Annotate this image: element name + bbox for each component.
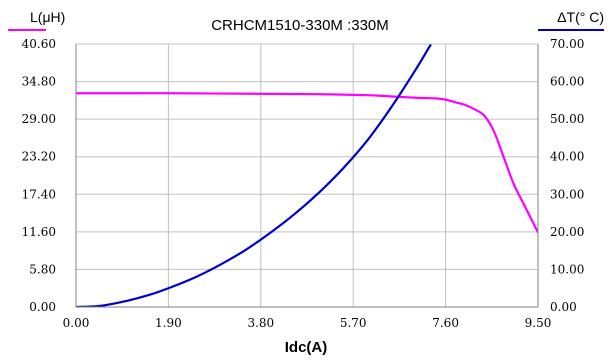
series	[76, 44, 538, 307]
y-right-tick-label: 50.00	[550, 112, 584, 126]
x-tick-label: 7.60	[432, 316, 459, 330]
y-right-tick-label: 30.00	[550, 187, 584, 201]
x-tick-label: 1.90	[155, 316, 182, 330]
y-right-tick-label: 0.00	[550, 300, 577, 314]
x-tick-label: 3.80	[247, 316, 274, 330]
y-right-tick-label: 70.00	[550, 37, 584, 51]
y-left-tick-label: 29.00	[22, 112, 56, 126]
x-tick-label: 0.00	[63, 316, 90, 330]
y-left-tick-label: 0.00	[29, 300, 56, 314]
y-left-axis-label: L(μH)	[30, 9, 65, 25]
y-right-tick-label: 10.00	[550, 262, 584, 276]
x-axis-label: Idc(A)	[285, 339, 328, 356]
y-left-tick-label: 11.60	[22, 225, 56, 239]
x-tick-label: 9.50	[525, 316, 552, 330]
tick-labels: 0.00 1.90 3.80 5.70 7.60 9.50 0.00 5.80 11.60 17.…	[22, 37, 585, 330]
y-left-tick-label: 5.80	[29, 262, 56, 276]
y-right-tick-label: 60.00	[550, 75, 584, 89]
y-left-tick-label: 40.60	[22, 37, 56, 51]
temperature-rise-line	[76, 44, 432, 307]
chart-title: CRHCM1510-330M :330M	[211, 17, 389, 34]
x-tick-label: 5.70	[340, 316, 367, 330]
inductance-line	[76, 92, 538, 233]
y-right-tick-label: 20.00	[550, 225, 584, 239]
axes	[75, 43, 539, 308]
y-right-tick-label: 40.00	[550, 150, 584, 164]
y-right-axis-label: ΔT(° C)	[557, 9, 604, 25]
y-left-tick-label: 34.80	[22, 75, 56, 89]
grid	[76, 44, 538, 307]
y-left-tick-label: 17.40	[22, 187, 56, 201]
y-left-tick-label: 23.20	[22, 150, 56, 164]
